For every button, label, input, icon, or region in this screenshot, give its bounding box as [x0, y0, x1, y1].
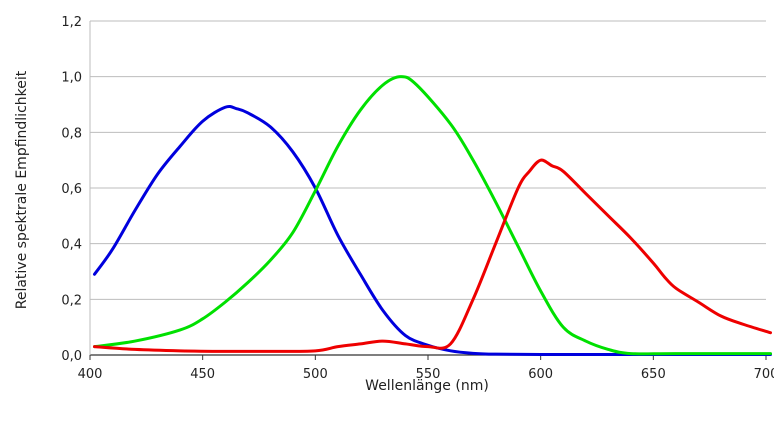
y-axis-tick-labels: 0,0 0,2 0,4 0,6 0,8 1,0 1,2	[61, 15, 82, 364]
y-axis-title: Relative spektrale Empfindlichkeit	[14, 70, 30, 309]
green-curve	[93, 75, 773, 356]
x-tick-label: 450	[190, 367, 215, 382]
x-tick-label: 550	[416, 367, 441, 382]
y-tick-label: 0,4	[61, 238, 82, 253]
y-tick-label: 0,0	[61, 349, 82, 364]
x-tick-label: 600	[528, 367, 553, 382]
x-tick-label: 700	[754, 367, 774, 382]
red-curve	[93, 158, 773, 353]
x-tick-label: 400	[78, 367, 103, 382]
gridlines	[89, 20, 766, 356]
blue-curve	[93, 104, 773, 356]
y-tick-label: 0,2	[61, 293, 82, 308]
y-tick-label: 1,0	[61, 71, 82, 86]
x-tick-label: 500	[303, 367, 328, 382]
series-layer	[93, 75, 773, 356]
y-tick-label: 0,6	[61, 182, 82, 197]
x-tick-label: 650	[641, 367, 666, 382]
x-axis-tick-labels: 400 450 500 550 600 650 700	[78, 355, 774, 382]
y-tick-label: 1,2	[61, 15, 82, 30]
x-axis-title: Wellenlänge (nm)	[365, 378, 489, 394]
y-tick-label: 0,8	[61, 126, 82, 141]
